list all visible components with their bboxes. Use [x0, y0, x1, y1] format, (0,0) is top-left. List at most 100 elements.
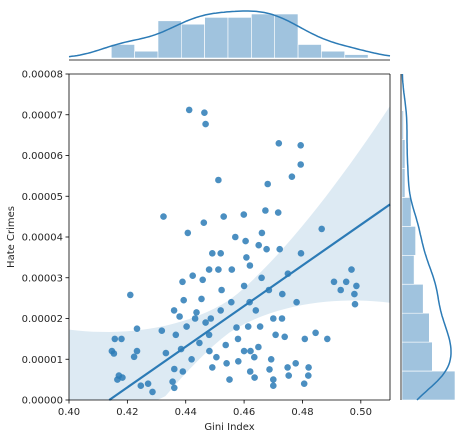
data-point — [288, 173, 296, 180]
data-point — [337, 286, 345, 294]
data-point — [180, 296, 187, 304]
data-point — [119, 374, 126, 381]
x-tick-label: 0.46 — [233, 407, 255, 418]
data-point — [246, 262, 254, 269]
data-point — [149, 388, 156, 396]
data-point — [351, 290, 358, 298]
y-tick-label: 0.00005 — [22, 192, 63, 203]
x-hist-bar — [344, 54, 369, 59]
data-point — [217, 307, 224, 314]
y-tick-label: 0.00007 — [22, 110, 63, 121]
data-point — [183, 323, 190, 330]
data-point — [297, 161, 305, 168]
x-tick-label: 0.42 — [116, 407, 138, 418]
data-point — [172, 331, 180, 339]
data-point — [188, 356, 195, 363]
data-point — [255, 241, 262, 249]
y-tick-label: 0.00006 — [22, 151, 63, 162]
ci-band-area — [69, 106, 390, 400]
y-hist-bar — [401, 341, 433, 372]
regression-line-path — [108, 203, 391, 401]
confidence-band — [69, 106, 390, 400]
data-point — [213, 353, 220, 361]
data-point — [284, 364, 291, 371]
data-point — [199, 276, 206, 284]
data-point — [189, 272, 196, 280]
x-tick-label: 0.44 — [175, 407, 197, 418]
x-tick-label: 0.40 — [58, 407, 80, 418]
data-point — [133, 325, 141, 333]
data-point — [118, 335, 125, 343]
data-point — [255, 343, 262, 351]
data-point — [244, 323, 252, 330]
x-hist-bar — [274, 13, 299, 59]
data-point — [209, 250, 216, 257]
data-point — [270, 382, 277, 390]
data-point — [276, 245, 284, 253]
data-point — [293, 298, 300, 306]
x-hist-bar — [227, 17, 252, 59]
data-point — [205, 266, 213, 273]
data-point — [279, 290, 286, 298]
data-point — [162, 349, 170, 357]
y-tick-label: 0.00003 — [22, 273, 63, 284]
data-point — [222, 341, 229, 349]
data-point — [297, 250, 305, 257]
data-point — [223, 360, 230, 367]
data-point — [305, 364, 312, 371]
x-axis-ticks: 0.40 0.42 0.44 0.46 0.48 0.50 — [58, 400, 372, 418]
data-point — [256, 323, 264, 330]
data-point — [206, 347, 213, 355]
data-point — [171, 365, 178, 373]
x-kde-curve — [68, 10, 391, 58]
y-tick-label: 0.00002 — [22, 314, 63, 325]
data-point — [169, 378, 176, 386]
marginal-x-histogram — [68, 10, 391, 61]
data-point — [246, 368, 254, 375]
data-point — [247, 347, 254, 355]
x-tick-label: 0.48 — [291, 407, 313, 418]
data-point — [251, 374, 258, 381]
data-point — [278, 315, 286, 322]
data-point — [193, 309, 200, 316]
x-hist-bar — [181, 23, 205, 59]
data-point — [184, 229, 192, 237]
data-point — [133, 347, 141, 355]
x-hist-bar — [204, 17, 229, 59]
data-point — [263, 245, 270, 253]
data-point — [171, 384, 178, 392]
data-point — [202, 120, 209, 128]
data-point — [312, 329, 319, 337]
data-point — [201, 109, 208, 116]
data-point — [264, 180, 272, 188]
data-point — [202, 319, 209, 326]
data-point — [281, 333, 289, 341]
data-point — [324, 335, 331, 343]
data-point — [318, 225, 326, 233]
data-point — [233, 324, 240, 331]
y-tick-label: 0.00001 — [22, 355, 63, 366]
data-point — [243, 254, 250, 261]
data-point — [270, 315, 277, 322]
data-point — [300, 380, 308, 388]
data-point — [185, 106, 193, 114]
y-kde-curve — [401, 73, 452, 401]
data-point — [158, 327, 166, 335]
x-axis-label: Gini Index — [204, 422, 254, 433]
data-point — [292, 360, 300, 367]
data-point — [160, 213, 167, 220]
data-point — [272, 331, 279, 339]
data-point — [217, 250, 224, 257]
y-hist-bar — [401, 110, 404, 140]
data-point — [330, 278, 338, 286]
x-hist-bar — [251, 13, 275, 59]
data-point — [305, 372, 312, 379]
data-point — [342, 278, 350, 286]
data-point — [170, 307, 178, 314]
data-point — [240, 211, 248, 218]
y-tick-label: 0.00004 — [22, 233, 63, 244]
data-point — [111, 335, 119, 343]
data-point — [240, 282, 248, 290]
main-scatter-plot: 0.40 0.42 0.44 0.46 0.48 0.50 0.000000.000010… — [22, 70, 391, 418]
